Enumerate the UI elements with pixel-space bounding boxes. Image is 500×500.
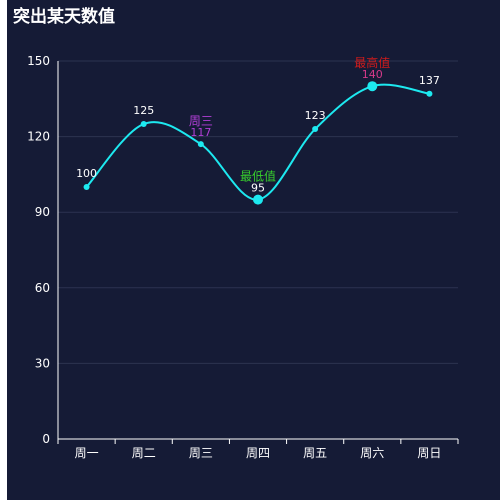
data-point — [367, 81, 378, 92]
data-point — [312, 126, 319, 133]
x-tick-label: 周一 — [75, 446, 99, 460]
data-point — [83, 184, 90, 190]
y-tick-label: 120 — [27, 130, 50, 144]
y-tick-label: 30 — [35, 356, 50, 370]
x-tick-label: 周日 — [417, 446, 441, 460]
x-tick-label: 周五 — [303, 446, 327, 460]
data-label: 125 — [133, 104, 154, 117]
x-tick-label: 周三 — [189, 446, 213, 460]
x-tick-label: 周四 — [246, 446, 270, 460]
chart-panel: 突出某天数值 0 30 60 90 120 150 周一 周二 周三 周四 周五 周六 周日 100 125… — [7, 0, 500, 500]
data-point — [197, 141, 204, 148]
y-tick-label: 0 — [42, 432, 50, 446]
data-label: 140 — [362, 68, 383, 81]
annotation-label: 最低值 — [240, 169, 276, 184]
data-point — [140, 121, 147, 127]
annotation-label: 最高值 — [354, 55, 390, 70]
data-label: 95 — [251, 182, 265, 195]
data-label: 100 — [76, 167, 97, 180]
y-tick-label: 150 — [27, 54, 50, 68]
y-tick-label: 60 — [35, 281, 50, 295]
x-tick-label: 周二 — [132, 446, 156, 460]
chart-title: 突出某天数值 — [13, 7, 115, 27]
y-tick-label: 90 — [35, 205, 50, 219]
data-label: 123 — [305, 109, 326, 122]
data-label: 117 — [190, 126, 211, 139]
data-label: 137 — [419, 74, 440, 87]
data-point — [426, 90, 433, 97]
x-tick-label: 周六 — [360, 446, 384, 460]
annotation-label: 周三 — [189, 114, 213, 128]
data-point — [253, 194, 263, 205]
